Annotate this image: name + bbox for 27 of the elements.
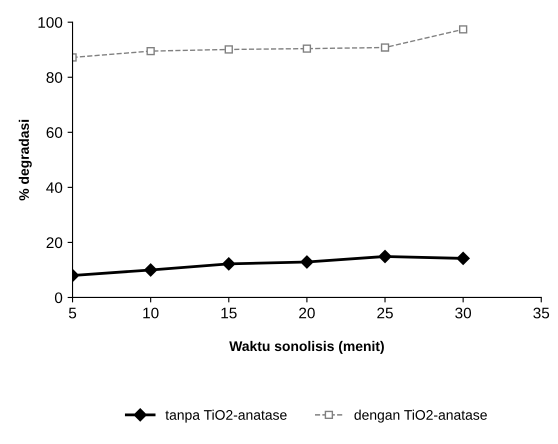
x-tick-label: 30 bbox=[455, 308, 472, 318]
point bbox=[144, 263, 158, 277]
y-tick-label: 0 bbox=[54, 292, 62, 304]
x-tick-label: 25 bbox=[377, 308, 393, 318]
x-tick-label: 35 bbox=[533, 308, 550, 318]
y-tick-label: 100 bbox=[38, 17, 62, 28]
point bbox=[222, 257, 236, 270]
point bbox=[224, 45, 233, 54]
x-axis-title: Waktu sonolisis (menit) bbox=[229, 340, 384, 354]
point bbox=[302, 44, 312, 53]
x-tick-label: 20 bbox=[299, 308, 315, 318]
y-tick-label: 80 bbox=[46, 72, 62, 83]
y-tick-label: 40 bbox=[46, 182, 62, 194]
x-tick-label: 5 bbox=[68, 308, 76, 318]
point bbox=[458, 25, 468, 34]
x-tick-label: 10 bbox=[143, 308, 159, 318]
y-tick-label: 60 bbox=[46, 127, 62, 138]
point bbox=[378, 250, 392, 264]
point bbox=[300, 255, 314, 269]
y-tick-label: 20 bbox=[46, 237, 62, 248]
point bbox=[456, 252, 470, 265]
legend-label: tanpa TiO2-anatase bbox=[165, 410, 287, 423]
point bbox=[146, 46, 155, 56]
legend-label: dengan TiO2-anatase bbox=[354, 410, 487, 423]
y-axis-title: % degradasi bbox=[18, 120, 32, 200]
x-tick-label: 15 bbox=[221, 308, 237, 318]
point bbox=[380, 43, 390, 52]
